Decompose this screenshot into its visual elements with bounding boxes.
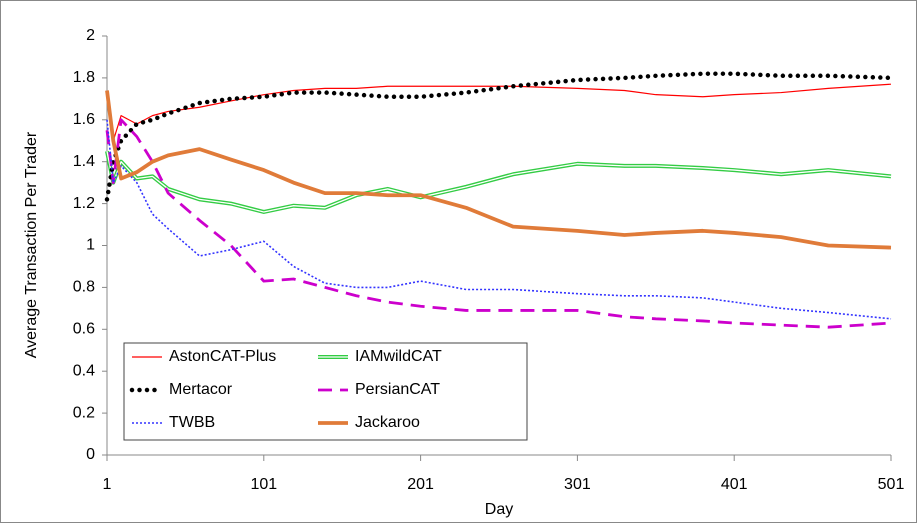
y-tick-label: 0.2 xyxy=(73,404,95,421)
y-axis-label: Average Transaction Per Trader xyxy=(23,131,40,358)
x-axis-label: Day xyxy=(485,501,513,518)
x-tick-label: 301 xyxy=(564,476,591,493)
y-tick-label: 0 xyxy=(86,446,95,463)
y-tick-label: 1 xyxy=(86,237,95,254)
legend-label: TWBB xyxy=(169,414,215,431)
x-tick-label: 201 xyxy=(407,476,434,493)
y-tick-label: 1.6 xyxy=(73,111,95,128)
line-series xyxy=(104,71,894,202)
legend-label: Mertacor xyxy=(169,381,233,398)
line-series xyxy=(105,118,892,329)
y-tick-label: 0.6 xyxy=(73,321,95,338)
line-inner xyxy=(106,151,892,213)
x-tick-label: 1 xyxy=(103,476,112,493)
legend-label: IAMwildCAT xyxy=(355,348,442,365)
legend-label: AstonCAT-Plus xyxy=(169,348,276,365)
y-tick-label: 1.4 xyxy=(73,153,95,170)
y-tick-label: 0.8 xyxy=(73,279,95,296)
line-series xyxy=(106,83,892,142)
legend-label: Jackaroo xyxy=(355,414,420,431)
y-tick-label: 1.8 xyxy=(73,69,95,86)
y-tick-label: 0.4 xyxy=(73,362,95,379)
y-tick-label: 2 xyxy=(86,27,95,44)
x-tick-label: 101 xyxy=(250,476,277,493)
x-tick-label: 401 xyxy=(721,476,748,493)
line-series xyxy=(106,119,892,320)
y-tick-label: 1.2 xyxy=(73,195,95,212)
x-tick-label: 501 xyxy=(878,476,905,493)
legend-label: PersianCAT xyxy=(355,381,440,398)
line-series xyxy=(105,90,892,250)
